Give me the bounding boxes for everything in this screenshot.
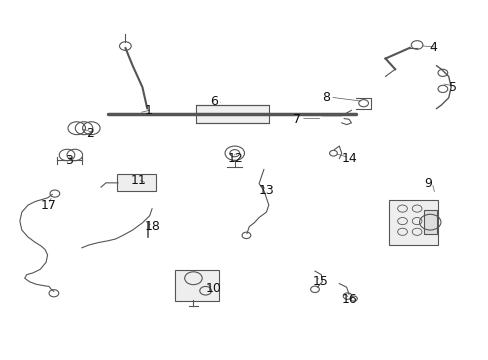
Text: 6: 6	[210, 95, 218, 108]
Text: 5: 5	[448, 81, 456, 94]
Text: 17: 17	[40, 198, 56, 212]
Text: 4: 4	[428, 41, 436, 54]
Text: 10: 10	[205, 283, 221, 296]
Text: 3: 3	[64, 154, 72, 167]
Text: 7: 7	[292, 113, 301, 126]
FancyBboxPatch shape	[175, 270, 219, 301]
Bar	[196, 105, 268, 123]
Text: 14: 14	[341, 152, 357, 165]
Text: 8: 8	[322, 91, 329, 104]
Text: 2: 2	[86, 127, 94, 140]
Text: 15: 15	[312, 275, 328, 288]
Text: 16: 16	[341, 293, 357, 306]
Text: 18: 18	[144, 220, 161, 233]
Text: 12: 12	[227, 152, 243, 165]
Bar	[424, 210, 436, 234]
FancyBboxPatch shape	[117, 174, 155, 192]
Text: 13: 13	[259, 184, 274, 197]
Text: 9: 9	[424, 177, 431, 190]
Text: 1: 1	[144, 104, 152, 117]
FancyBboxPatch shape	[388, 201, 437, 246]
Text: 11: 11	[130, 174, 146, 186]
